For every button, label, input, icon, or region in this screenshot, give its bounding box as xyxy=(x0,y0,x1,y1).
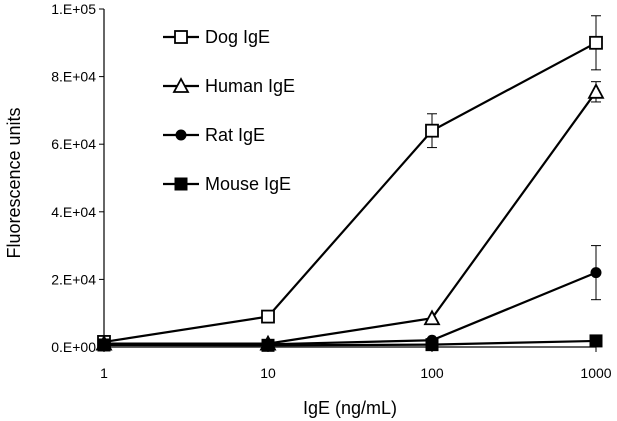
legend-label: Human IgE xyxy=(205,76,295,96)
data-point xyxy=(589,35,603,50)
y-tick-label: 0.E+00 xyxy=(51,339,96,355)
series-line xyxy=(103,41,597,344)
x-tick-labels: 1 10 100 1000 xyxy=(100,365,612,381)
series-rat-ige xyxy=(98,245,602,350)
series-line xyxy=(104,271,597,346)
data-point xyxy=(261,338,275,352)
y-tick-label: 2.E+04 xyxy=(51,271,96,287)
legend-label: Dog IgE xyxy=(205,27,270,47)
data-point xyxy=(589,334,603,348)
data-point xyxy=(97,338,111,352)
legend-label: Rat IgE xyxy=(205,125,265,145)
series-group xyxy=(95,15,605,352)
x-axis-title: IgE (ng/mL) xyxy=(303,398,397,418)
series-line xyxy=(104,91,597,345)
y-tick-label: 4.E+04 xyxy=(51,204,96,220)
y-axis-title: Fluorescence units xyxy=(4,107,24,258)
legend-item: Rat IgE xyxy=(163,125,265,145)
data-point xyxy=(423,309,441,326)
x-tick-label: 100 xyxy=(420,365,444,381)
data-point xyxy=(587,82,605,99)
y-tick-label: 1.E+05 xyxy=(51,1,96,17)
y-tick-labels: 0.E+00 2.E+04 4.E+04 6.E+04 8.E+04 1.E+05 xyxy=(51,1,96,355)
data-point xyxy=(425,338,439,352)
legend-item: Dog IgE xyxy=(163,27,270,47)
legend-label: Mouse IgE xyxy=(205,174,291,194)
legend-item: Human IgE xyxy=(163,76,295,96)
legend: Dog IgE Human IgE Rat IgE Mouse IgE xyxy=(163,27,295,194)
legend-marker xyxy=(174,177,188,191)
x-tick-label: 10 xyxy=(260,365,276,381)
series-mouse-ige xyxy=(97,334,603,352)
y-tick-label: 8.E+04 xyxy=(51,69,96,85)
data-point xyxy=(590,267,602,279)
legend-marker xyxy=(175,129,187,141)
data-point xyxy=(425,123,439,138)
series-line xyxy=(103,339,597,347)
data-point xyxy=(261,309,275,324)
x-tick-label: 1000 xyxy=(580,365,611,381)
axes xyxy=(99,8,597,352)
y-tick-label: 6.E+04 xyxy=(51,136,96,152)
series-human-ige xyxy=(95,81,605,351)
series-dog-ige xyxy=(97,15,603,349)
legend-item: Mouse IgE xyxy=(163,174,291,194)
legend-marker xyxy=(172,77,190,93)
legend-marker xyxy=(174,30,188,44)
x-tick-label: 1 xyxy=(100,365,108,381)
